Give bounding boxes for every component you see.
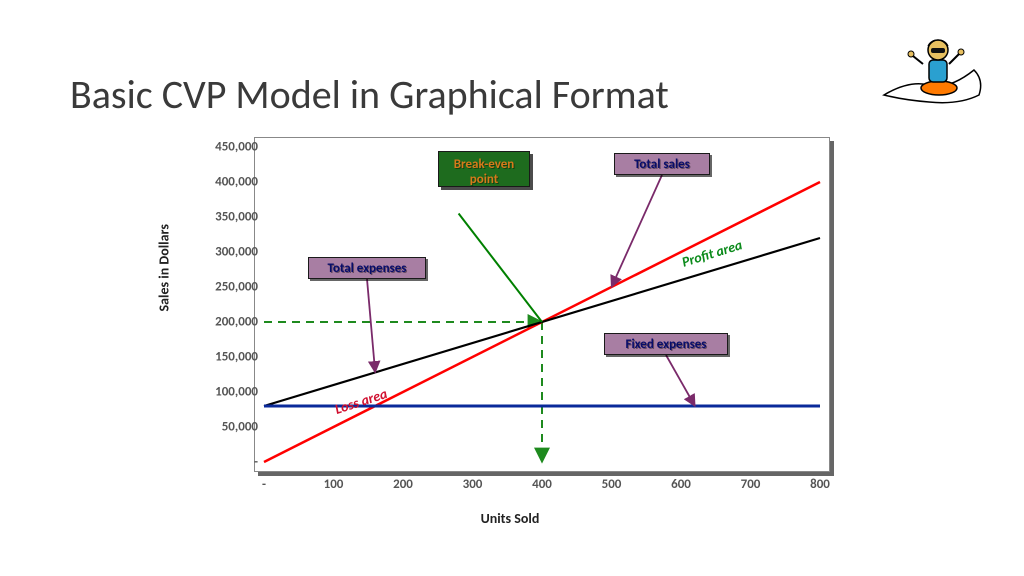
x-tick: 200 (383, 477, 423, 492)
y-tick: 450,000 (188, 140, 258, 155)
x-tick: 700 (731, 477, 771, 492)
x-tick: 400 (522, 477, 562, 492)
y-tick: 200,000 (188, 315, 258, 330)
callout-fixed_expenses: Fixed expenses (604, 333, 728, 355)
y-axis-label: Sales in Dollars (156, 224, 173, 311)
y-tick: 400,000 (188, 175, 258, 190)
y-tick: 300,000 (188, 245, 258, 260)
y-tick: 350,000 (188, 210, 258, 225)
corner-decoration (879, 30, 989, 110)
callout-total_sales: Total sales (614, 153, 710, 175)
x-tick: 100 (314, 477, 354, 492)
x-tick: 800 (800, 477, 840, 492)
x-tick: - (244, 477, 284, 492)
chart-svg (254, 137, 830, 472)
callout-total_expenses: Total expenses (308, 257, 426, 279)
slide-title: Basic CVP Model in Graphical Format (70, 70, 669, 119)
y-tick: - (188, 455, 258, 470)
y-tick: 50,000 (188, 420, 258, 435)
cvp-chart: Sales in Dollars Units Sold -50,000100,0… (180, 125, 840, 515)
y-tick: 100,000 (188, 385, 258, 400)
y-tick: 250,000 (188, 280, 258, 295)
y-tick: 150,000 (188, 350, 258, 365)
x-tick: 300 (453, 477, 493, 492)
x-axis-label: Units Sold (180, 510, 840, 527)
callout-break_even: Break-evenpoint (438, 151, 530, 187)
x-tick: 500 (592, 477, 632, 492)
x-tick: 600 (661, 477, 701, 492)
